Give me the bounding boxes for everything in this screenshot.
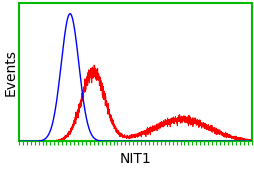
Y-axis label: Events: Events xyxy=(4,49,18,96)
X-axis label: NIT1: NIT1 xyxy=(119,152,150,165)
